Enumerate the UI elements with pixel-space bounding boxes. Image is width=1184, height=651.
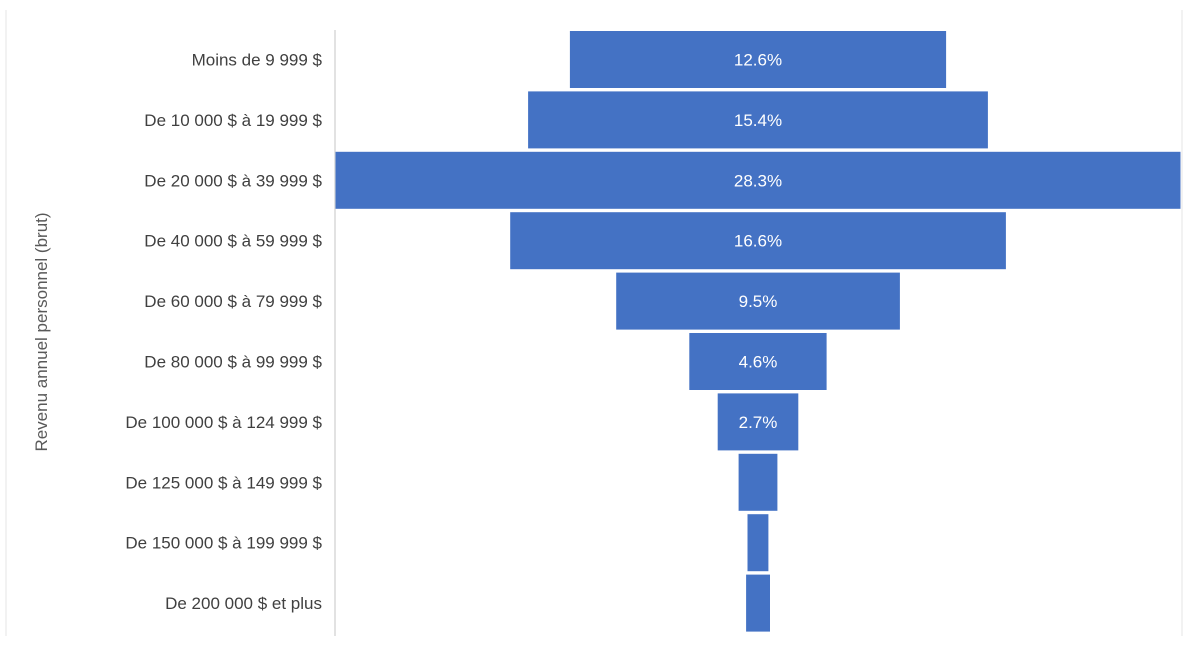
bar-data-label: 15.4% xyxy=(734,111,782,130)
category-tick-label: De 10 000 $ à 19 999 $ xyxy=(144,111,322,130)
funnel-bar xyxy=(746,574,770,632)
funnel-bar xyxy=(717,393,799,451)
bar-data-label: 9.5% xyxy=(739,292,778,311)
funnel-bar xyxy=(335,151,1181,209)
category-tick-label: De 200 000 $ et plus xyxy=(165,594,322,613)
category-tick-label: De 150 000 $ à 199 999 $ xyxy=(125,534,322,553)
category-tick-label: Moins de 9 999 $ xyxy=(192,51,323,70)
funnel-bar xyxy=(689,333,827,390)
funnel-bar xyxy=(747,514,769,572)
category-tick-label: De 100 000 $ à 124 999 $ xyxy=(125,413,322,432)
funnel-bar xyxy=(528,91,988,149)
category-tick-label: De 80 000 $ à 99 999 $ xyxy=(144,353,322,372)
bar-data-label: 28.3% xyxy=(734,171,782,190)
bar-data-label: 16.6% xyxy=(734,232,782,251)
bar-data-label: 12.6% xyxy=(734,51,782,70)
funnel-bar xyxy=(616,272,900,330)
bars-layer xyxy=(335,31,1181,632)
bar-data-label: 4.6% xyxy=(739,353,778,372)
category-tick-label: De 125 000 $ à 149 999 $ xyxy=(125,473,322,492)
funnel-bar xyxy=(510,212,1006,270)
category-tick-label: De 20 000 $ à 39 999 $ xyxy=(144,171,322,190)
y-axis-title: Revenu annuel personnel (brut) xyxy=(32,212,51,451)
data-labels-layer: 12.6% 15.4% 28.3% 16.6% 9.5% 4.6% 2.7% xyxy=(734,51,782,432)
bar-data-label: 2.7% xyxy=(739,413,778,432)
funnel-bar xyxy=(738,453,778,511)
funnel-bar xyxy=(569,31,947,88)
category-tick-label: De 60 000 $ à 79 999 $ xyxy=(144,292,322,311)
category-tick-label: De 40 000 $ à 59 999 $ xyxy=(144,232,322,251)
tick-labels-layer: Moins de 9 999 $ De 10 000 $ à 19 999 $ De… xyxy=(125,51,322,614)
